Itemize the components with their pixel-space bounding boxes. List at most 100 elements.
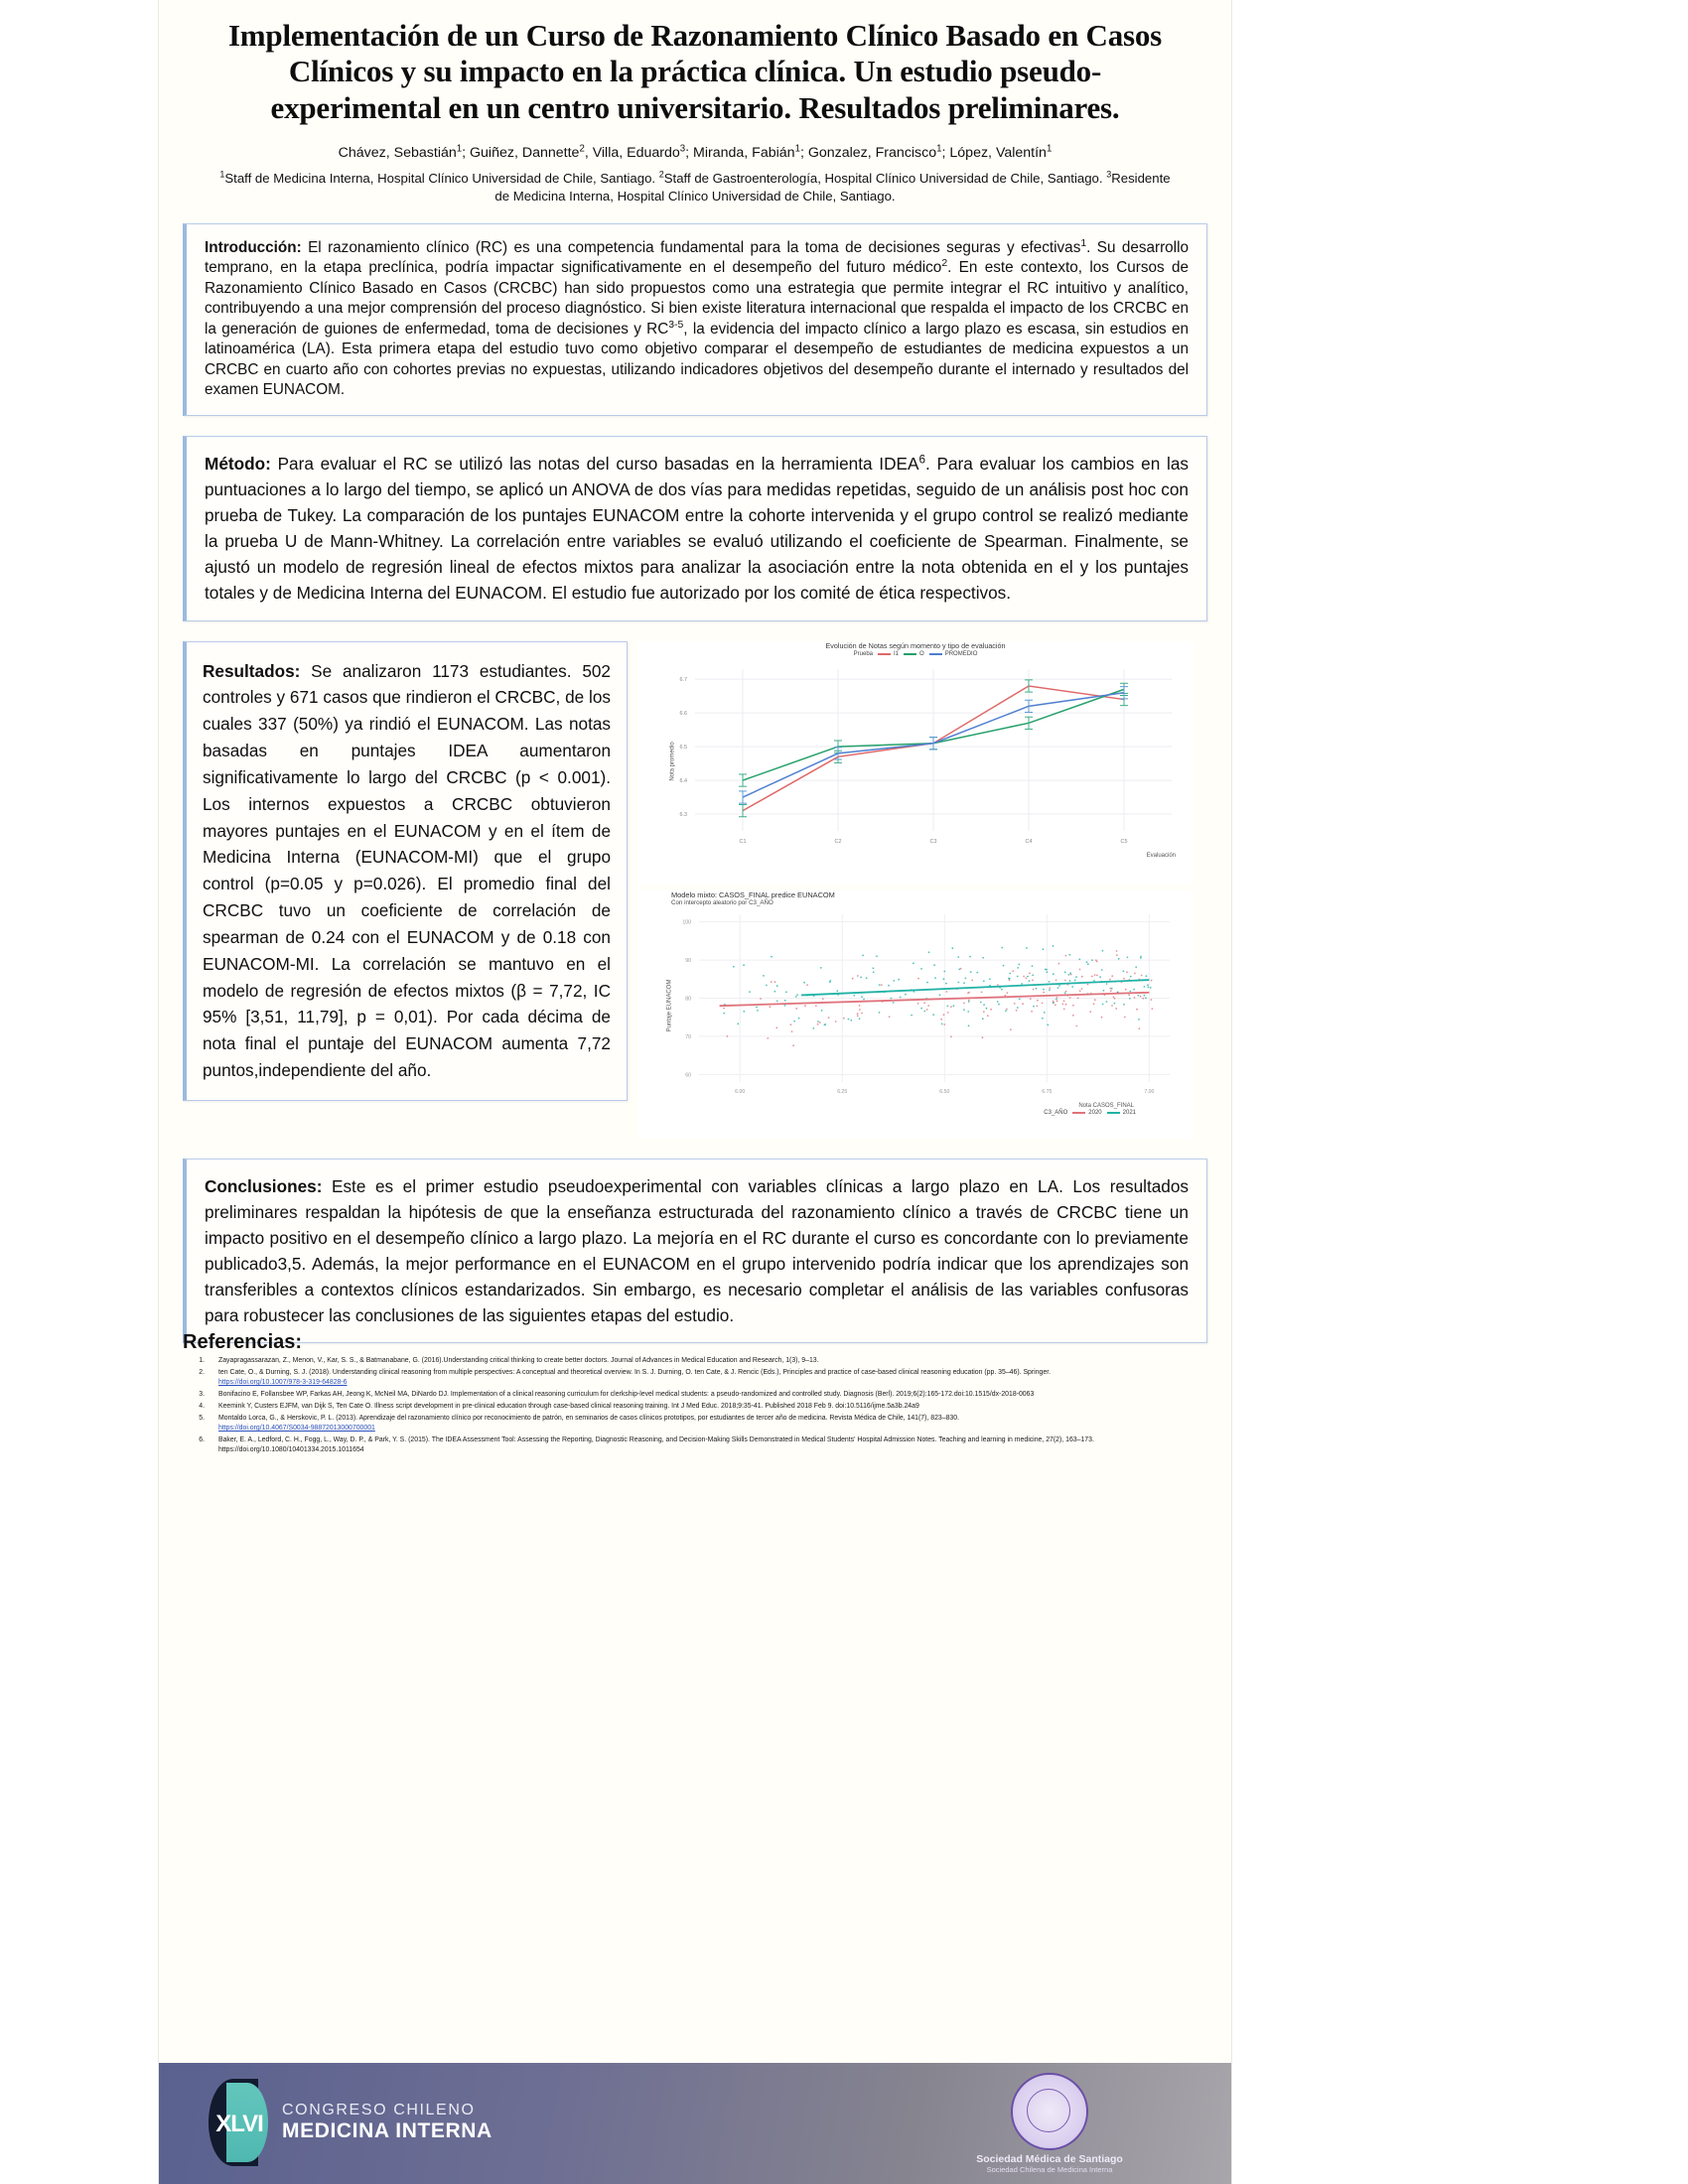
- section-metodo: Método: Para evaluar el RC se utilizó la…: [183, 435, 1207, 621]
- society-line1: Sociedad Médica de Santiago: [976, 2153, 1123, 2165]
- chart1-legend-item-1: O: [904, 651, 924, 657]
- affiliations: 1Staff de Medicina Interna, Hospital Clí…: [219, 169, 1171, 205]
- reference-item: 3. Bonifacino E, Follansbee WP, Farkas AH…: [185, 1390, 1205, 1400]
- reference-number: 4.: [199, 1403, 205, 1411]
- page-title: Implementación de un Curso de Razonamien…: [227, 18, 1163, 125]
- society-line2: Sociedad Chilena de Medicina Interna: [986, 2165, 1113, 2174]
- chart2-x-tick: 6.50: [939, 1089, 949, 1095]
- chart1-y-tick: 6.3: [680, 812, 688, 818]
- reference-doi-link[interactable]: https://doi.org/10.1007/978-3-319-64828-…: [218, 1379, 348, 1387]
- chart2-subtitle: Con intercepto aleatorio por C3_AÑO: [671, 898, 774, 906]
- chart1-x-tick: C1: [740, 839, 747, 845]
- metodo-body: Para evaluar el RC se utilizó las notas …: [205, 453, 1190, 604]
- reference-number: 5.: [199, 1415, 205, 1423]
- chart2-legend-text-0: 2020: [1088, 1109, 1102, 1116]
- chart2-legend: C3_AÑO 2020 2021: [637, 1110, 1194, 1116]
- figures-column: Evolución de Notas según momento y tipo …: [637, 640, 1207, 1139]
- chart2-y-tick: 100: [682, 919, 691, 925]
- reference-text: ten Cate, O., & Durning, S. J. (2018). U…: [218, 1369, 1052, 1387]
- society-seal-icon: [1011, 2073, 1088, 2150]
- chart1-y-axis-label: Nota promedio: [669, 741, 676, 781]
- section-introduccion: Introducción: El razonamiento clínico (R…: [183, 222, 1207, 416]
- chart2-x-tick: 6.00: [735, 1089, 745, 1095]
- resultados-body: Se analizaron 1173 estudiantes. 502 cont…: [203, 660, 611, 1081]
- reference-text: Keemink Y, Custers EJFM, van Dijk S, Ten…: [218, 1403, 919, 1411]
- chart2-legend-label: C3_AÑO: [1044, 1109, 1068, 1116]
- referencias-heading: Referencias:: [183, 1331, 303, 1354]
- section-resultados: Resultados: Se analizaron 1173 estudiant…: [183, 640, 628, 1101]
- conclusiones-body: Este es el primer estudio pseudoexperime…: [205, 1175, 1189, 1326]
- legend-swatch-2020: [1072, 1111, 1086, 1114]
- legend-swatch-i1: [878, 652, 891, 655]
- legend-swatch-2021: [1106, 1111, 1120, 1114]
- chart2-legend-item-1: 2021: [1106, 1109, 1136, 1116]
- chart1-x-tick: C5: [1121, 839, 1128, 845]
- author-list: Chávez, Sebastián1; Guiñez, Dannette2, V…: [338, 143, 1053, 161]
- reference-number: 3.: [199, 1391, 205, 1399]
- society-logo: Sociedad Médica de Santiago Sociedad Chi…: [945, 2073, 1154, 2174]
- resultados-label: Resultados:: [203, 660, 301, 681]
- chart2-y-tick: 60: [685, 1072, 691, 1078]
- chart2-plot-area: Puntaje EUNACOM 60 70 80 90 100 6.00 6.25 6.50…: [637, 906, 1194, 1110]
- reference-item: 5. Montaldo Lorca, G., & Herskovic, P. L.…: [185, 1414, 1205, 1433]
- chart1-legend-label: Prueba: [853, 650, 873, 657]
- logo-roman-numeral: XLVI: [215, 2111, 264, 2137]
- chart1-legend-item-0: I1: [878, 651, 899, 657]
- chart1-plot-area: Nota promedio 6.3 6.4 6.5 6.6 6.7 C1 C2 C3 C4 C5…: [637, 657, 1194, 861]
- chart1-svg: 6.3 6.4 6.5 6.6 6.7 C1 C2 C3 C4 C5: [680, 668, 1172, 845]
- metodo-label: Método:: [205, 453, 271, 474]
- reference-item: 6. Baker, E. A., Ledford, C. H., Fogg, L.…: [185, 1435, 1205, 1455]
- reference-text: Baker, E. A., Ledford, C. H., Fogg, L., …: [218, 1436, 1094, 1454]
- chart2-title: Modelo mixto: CASOS_FINAL predice EUNACO…: [671, 889, 835, 899]
- metodo-paragraph: Método: Para evaluar el RC se utilizó la…: [205, 451, 1189, 607]
- chart1-y-tick: 6.5: [680, 745, 688, 751]
- chart1-x-tick: C4: [1026, 839, 1033, 845]
- chart1-x-tick: C2: [835, 839, 842, 845]
- reference-doi-link[interactable]: https://doi.org/10.4067/S0034-9887201300…: [218, 1425, 375, 1433]
- reference-number: 1.: [199, 1357, 205, 1365]
- chart1-x-tick: C3: [930, 839, 937, 845]
- conclusiones-label: Conclusiones:: [205, 1175, 323, 1196]
- figure-scatter-chart: Modelo mixto: CASOS_FINAL predice EUNACO…: [637, 889, 1194, 1139]
- introduccion-body: El razonamiento clínico (RC) es una comp…: [205, 237, 1189, 399]
- chart2-title-block: Modelo mixto: CASOS_FINAL predice EUNACO…: [637, 890, 1194, 906]
- congress-line1: CONGRESO CHILENO: [282, 2102, 476, 2118]
- chart2-legend-item-0: 2020: [1072, 1109, 1102, 1116]
- introduccion-paragraph: Introducción: El razonamiento clínico (R…: [205, 238, 1189, 401]
- chart1-title: Evolución de Notas según momento y tipo …: [825, 640, 1006, 650]
- resultados-paragraph: Resultados: Se analizaron 1173 estudiant…: [203, 658, 611, 1084]
- reference-number: 6.: [199, 1436, 205, 1444]
- legend-swatch-promedio: [928, 652, 942, 655]
- chart2-y-tick: 80: [685, 996, 691, 1002]
- chart1-x-axis-label: Evaluación: [1146, 852, 1176, 859]
- poster-canvas: Implementación de un Curso de Razonamien…: [159, 0, 1231, 2184]
- logo-teal-shape: [226, 2083, 268, 2162]
- chart2-svg: 60 70 80 90 100 6.00 6.25 6.50 6.75 7.00: [682, 913, 1170, 1095]
- chart2-x-axis-label: Nota CASOS_FINAL: [1078, 1102, 1134, 1109]
- conclusiones-paragraph: Conclusiones: Este es el primer estudio …: [205, 1173, 1189, 1329]
- chart1-legend-text-1: O: [919, 650, 924, 657]
- congress-line2: MEDICINA INTERNA: [282, 2119, 492, 2142]
- reference-item: 1. Zayapragassarazan, Z., Menon, V., Kar,…: [185, 1356, 1205, 1366]
- chart2-y-tick: 70: [685, 1034, 691, 1040]
- chart2-legend-text-1: 2021: [1122, 1109, 1136, 1116]
- reference-text: Zayapragassarazan, Z., Menon, V., Kar, S…: [218, 1357, 819, 1365]
- reference-text: Bonifacino E, Follansbee WP, Farkas AH, …: [218, 1391, 1035, 1399]
- chart1-legend: Prueba I1 O PROMEDIO: [637, 651, 1194, 657]
- congress-logo-text: CONGRESO CHILENO MEDICINA INTERNA: [282, 2102, 492, 2143]
- congress-logo-icon: XLVI: [209, 2079, 270, 2166]
- results-row: Resultados: Se analizaron 1173 estudiant…: [159, 640, 1231, 1139]
- chart1-legend-item-2: PROMEDIO: [928, 650, 978, 657]
- chart1-legend-text-0: I1: [894, 650, 900, 657]
- footer-banner: XLVI CONGRESO CHILENO MEDICINA INTERNA S…: [159, 2063, 1231, 2184]
- section-conclusiones: Conclusiones: Este es el primer estudio …: [183, 1158, 1207, 1344]
- reference-number: 2.: [199, 1369, 205, 1377]
- referencias-list: 1. Zayapragassarazan, Z., Menon, V., Kar,…: [185, 1356, 1205, 1455]
- reference-item: 2. ten Cate, O., & Durning, S. J. (2018).…: [185, 1368, 1205, 1388]
- chart2-x-tick: 6.25: [837, 1089, 847, 1095]
- chart1-y-tick: 6.7: [680, 677, 688, 683]
- chart1-y-tick: 6.4: [680, 778, 688, 784]
- reference-item: 4. Keemink Y, Custers EJFM, van Dijk S, T…: [185, 1402, 1205, 1412]
- chart2-x-tick: 6.75: [1042, 1089, 1052, 1095]
- chart1-legend-text-2: PROMEDIO: [944, 650, 978, 657]
